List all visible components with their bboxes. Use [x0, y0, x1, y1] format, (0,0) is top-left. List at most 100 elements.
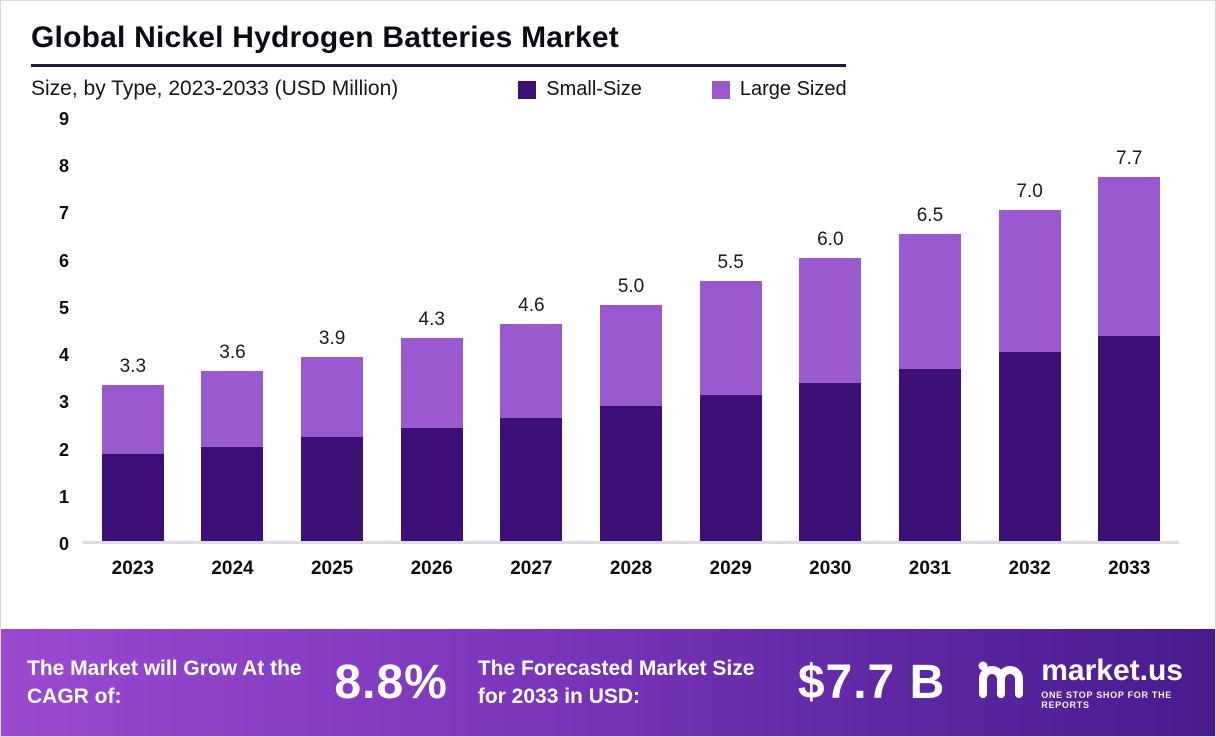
bar-column-2023: 3.3: [83, 119, 183, 541]
bar-segment-large-sized: [898, 234, 961, 369]
stacked-bar: [500, 323, 563, 541]
bar-column-2033: 7.7: [1079, 119, 1179, 541]
x-label-2024: 2024: [211, 558, 254, 579]
y-tick-6: 6: [58, 250, 69, 271]
x-axis-labels: 2023 2024 2025 2026 2027 2028 2029 2030 2031 2032…: [83, 558, 1179, 580]
y-tick-1: 1: [58, 486, 69, 507]
x-label-2026: 2026: [410, 558, 453, 579]
legend-swatch: [711, 80, 730, 99]
bar-segment-large-sized: [699, 281, 762, 395]
bar-total-label: 5.5: [717, 252, 744, 274]
bar-segment-large-sized: [301, 356, 364, 438]
bar-column-2031: 6.5: [880, 119, 980, 541]
bar-total-label: 3.9: [318, 327, 346, 349]
bar-segment-large-sized: [400, 337, 463, 428]
x-label-2031: 2031: [908, 558, 952, 579]
bar-segment-small-size: [1098, 335, 1161, 541]
bar-segment-small-size: [898, 368, 961, 541]
legend-label: Small-Size: [546, 78, 642, 100]
stacked-bar: [101, 385, 164, 541]
y-tick-3: 3: [58, 392, 69, 413]
bar-total-label: 7.0: [1016, 181, 1043, 203]
stacked-bar: [799, 257, 862, 541]
bar-segment-large-sized: [998, 210, 1061, 353]
footer-banner: The Market will Grow At the CAGR of: 8.8…: [1, 629, 1215, 736]
bar-column-2029: 5.5: [681, 119, 781, 541]
x-label-2025: 2025: [310, 558, 354, 579]
stacked-bar: [898, 234, 961, 541]
bar-segment-large-sized: [101, 385, 164, 454]
bar-segment-small-size: [101, 453, 164, 541]
bar-segment-small-size: [998, 352, 1061, 541]
y-tick-0: 0: [58, 534, 69, 554]
bar-column-2032: 7.0: [980, 119, 1080, 541]
bar-segment-large-sized: [600, 304, 663, 407]
plot-row: 9 8 7 6 5 4 3 2 1 0 3.3 3.6 3.9 4.3 4.6 5.0 5.5 6.0 6.5 7.…: [37, 109, 1179, 554]
y-axis: 9 8 7 6 5 4 3 2 1 0: [37, 109, 83, 554]
x-label-2028: 2028: [609, 558, 653, 579]
x-label-2032: 2032: [1008, 558, 1051, 579]
stacked-bar: [600, 304, 663, 541]
chart: 9 8 7 6 5 4 3 2 1 0 3.3 3.6 3.9 4.3 4.6 5.0 5.5 6.0 6.5 7.…: [1, 101, 1215, 580]
x-label-2023: 2023: [111, 558, 154, 579]
bar-total-label: 6.0: [817, 228, 844, 250]
bar-segment-large-sized: [500, 323, 563, 419]
bar-columns: 3.3 3.6 3.9 4.3 4.6 5.0 5.5 6.0 6.5 7.0 7.7: [83, 119, 1179, 541]
bar-segment-small-size: [201, 446, 264, 541]
subtitle-row: Size, by Type, 2023-2033 (USD Million) S…: [31, 77, 1185, 101]
legend-label: Large Sized: [739, 78, 847, 100]
x-label-2027: 2027: [510, 558, 553, 579]
marketus-logo-icon: [975, 659, 1029, 706]
bar-column-2027: 4.6: [482, 119, 582, 541]
bar-total-label: 4.3: [418, 308, 445, 330]
bar-total-label: 7.7: [1116, 148, 1143, 170]
bar-segment-small-size: [500, 418, 563, 541]
forecast-value: $7.7 B: [797, 656, 946, 709]
x-label-2033: 2033: [1108, 558, 1151, 579]
plot-area: 3.3 3.6 3.9 4.3 4.6 5.0 5.5 6.0 6.5 7.0 7.7: [83, 119, 1179, 544]
bar-total-label: 4.6: [518, 294, 545, 316]
y-tick-8: 8: [58, 156, 69, 177]
bar-segment-large-sized: [1098, 177, 1161, 336]
bar-segment-large-sized: [201, 371, 264, 447]
bar-column-2025: 3.9: [282, 119, 382, 541]
bar-segment-small-size: [301, 437, 364, 541]
bar-column-2030: 6.0: [780, 119, 880, 541]
cagr-value: 8.8%: [334, 656, 448, 709]
bar-segment-small-size: [400, 427, 463, 541]
y-tick-2: 2: [58, 439, 69, 460]
bar-total-label: 3.6: [219, 342, 246, 364]
brand-text: market.us ONE STOP SHOP FOR THE REPORTS: [1041, 655, 1183, 710]
cagr-label: The Market will Grow At the CAGR of:: [27, 657, 302, 708]
y-tick-9: 9: [58, 109, 69, 129]
bar-column-2028: 5.0: [581, 119, 681, 541]
stacked-bar: [201, 371, 264, 541]
legend-item-small-size: Small-Size: [518, 78, 642, 101]
stacked-bar: [1098, 177, 1161, 541]
y-tick-7: 7: [58, 203, 69, 224]
chart-subtitle: Size, by Type, 2023-2033 (USD Million): [31, 77, 399, 100]
stacked-bar: [699, 281, 762, 541]
legend-item-large-sized: Large Sized: [711, 78, 847, 101]
forecast-label: The Forecasted Market Size for 2033 in U…: [477, 657, 755, 708]
stacked-bar: [400, 337, 463, 541]
brand-logo: market.us ONE STOP SHOP FOR THE REPORTS: [975, 655, 1189, 710]
x-label-2030: 2030: [809, 558, 852, 579]
y-tick-4: 4: [58, 345, 69, 366]
x-axis-spacer: [37, 558, 83, 580]
stacked-bar: [998, 210, 1061, 541]
brand-tagline: ONE STOP SHOP FOR THE REPORTS: [1041, 689, 1172, 710]
bar-segment-small-size: [600, 406, 663, 541]
bar-segment-small-size: [799, 382, 862, 541]
x-label-2029: 2029: [709, 558, 752, 579]
bar-total-label: 3.3: [119, 356, 147, 378]
bar-segment-small-size: [699, 394, 762, 541]
x-axis-row: 2023 2024 2025 2026 2027 2028 2029 2030 2031 2032…: [37, 558, 1179, 580]
bar-segment-large-sized: [799, 257, 862, 383]
bar-total-label: 6.5: [916, 205, 944, 227]
bar-column-2024: 3.6: [183, 119, 283, 541]
bar-total-label: 5.0: [617, 275, 645, 297]
chart-legend: Small-Size Large Sized: [518, 78, 847, 101]
legend-swatch: [518, 80, 537, 99]
